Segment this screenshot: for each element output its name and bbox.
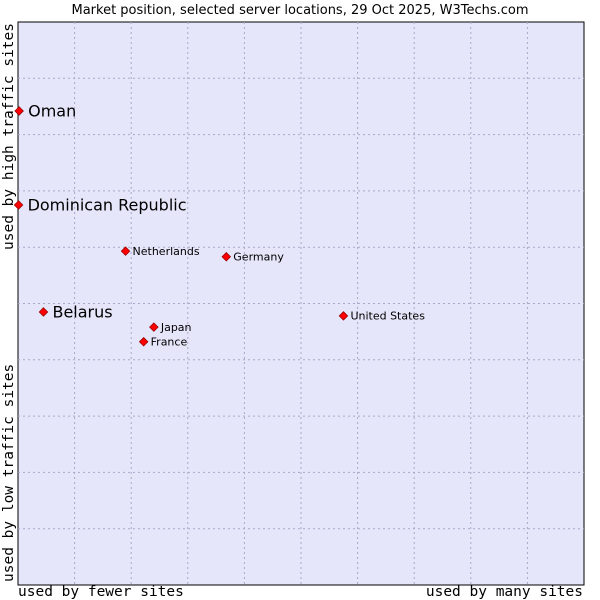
point-label-france: France — [151, 336, 188, 349]
point-marker-france — [138, 337, 149, 347]
point-label-germany: Germany — [233, 251, 284, 264]
point-label-belarus: Belarus — [52, 302, 112, 321]
point-marker-netherlands — [120, 246, 131, 256]
point-marker-germany — [221, 252, 232, 262]
point-marker-japan — [149, 322, 159, 332]
grid-lines — [18, 22, 584, 585]
point-label-united-states: United States — [350, 310, 425, 323]
point-marker-united-states — [338, 311, 349, 321]
chart-title: Market position, selected server locatio… — [71, 3, 528, 18]
x-axis-label-high: used by many sites — [426, 584, 583, 600]
point-label-netherlands: Netherlands — [133, 245, 200, 258]
data-points: Oman Dominican Republic Netherlands Germany… — [13, 101, 425, 349]
point-marker-belarus — [38, 307, 49, 317]
point-label-japan: Japan — [160, 321, 192, 334]
point-marker-dominican-republic — [13, 200, 24, 210]
point-marker-oman — [14, 106, 24, 116]
x-axis-label-low: used by fewer sites — [18, 584, 184, 600]
y-axis-label-low: used by low traffic sites — [1, 364, 17, 582]
point-label-dominican-republic: Dominican Republic — [28, 195, 187, 214]
y-axis-label-high: used by high traffic sites — [1, 23, 17, 250]
point-label-oman: Oman — [28, 101, 76, 120]
